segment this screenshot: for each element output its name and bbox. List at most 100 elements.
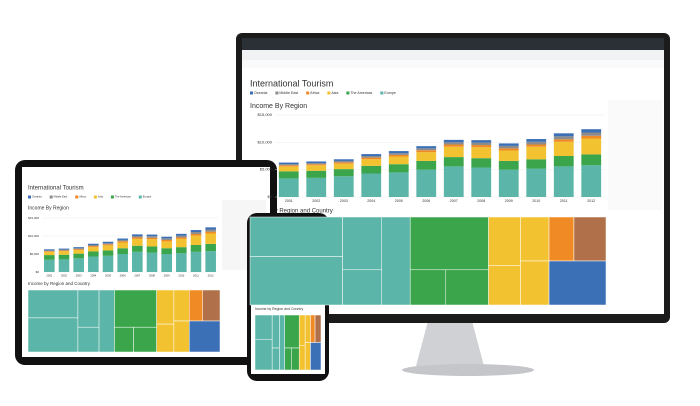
bar-segment: [498, 145, 519, 149]
bar-segment: [333, 163, 354, 170]
y-tick-label: $0: [268, 194, 273, 199]
x-tick-label: 2002: [312, 199, 320, 203]
legend-swatch: [110, 195, 114, 199]
bar-segment: [553, 166, 574, 197]
x-tick-label: 2001: [46, 274, 52, 278]
bar-segment: [388, 164, 409, 173]
x-tick-label: 2001: [285, 199, 293, 203]
legend-swatch: [306, 91, 310, 95]
dashboard-title: International Tourism: [250, 78, 333, 88]
bar-segment: [416, 169, 437, 197]
bar-segment: [306, 170, 327, 178]
bar-segment: [278, 178, 299, 197]
legend-label: The Americas: [350, 91, 372, 95]
legend-swatch: [28, 195, 31, 199]
bar-segment: [58, 254, 70, 260]
bar-segment: [161, 248, 172, 254]
x-tick-label: 2010: [178, 274, 184, 278]
bar-segment: [471, 158, 492, 168]
legend-label: Europe: [143, 195, 152, 199]
treemap-tile: [114, 326, 134, 353]
toolbar: [242, 50, 664, 60]
bar-segment: [73, 249, 84, 251]
treemap-tile: [114, 289, 157, 328]
bar-segment: [88, 247, 99, 252]
bar-segment: [306, 177, 327, 197]
bar-segment: [416, 160, 437, 170]
bar-segment: [498, 169, 519, 197]
bar-segment: [205, 251, 216, 272]
bar-segment: [388, 151, 409, 154]
bar-segment: [205, 243, 216, 252]
bar-segment: [553, 141, 574, 156]
bar-segment: [73, 247, 84, 249]
bar-segment: [205, 229, 216, 232]
bar-segment: [526, 146, 547, 160]
bar-segment: [176, 238, 187, 248]
treemap-tile: [77, 289, 100, 328]
treemap-title: Income by Region and Country: [28, 281, 91, 286]
bar-segment: [44, 251, 55, 252]
legend-label: Asia: [98, 195, 104, 199]
bar-segment: [146, 239, 158, 247]
bar-segment: [132, 238, 143, 246]
bar-segment: [306, 161, 327, 164]
treemap-tile: [381, 216, 411, 306]
bar-segment: [44, 250, 55, 252]
bar-segment: [361, 157, 382, 160]
treemap-title: Income by Region and Country: [255, 307, 303, 311]
bar-segment: [553, 156, 574, 167]
treemap-tile: [133, 326, 157, 353]
treemap-tile: [548, 260, 607, 306]
bar-segment: [161, 241, 172, 249]
bar-segment: [161, 238, 172, 240]
treemap-tile: [409, 216, 489, 271]
bar-segment: [73, 253, 84, 259]
bar-segment: [205, 227, 216, 230]
treemap-tile: [27, 289, 79, 319]
treemap-tile: [409, 269, 447, 306]
treemap-tile: [310, 342, 322, 371]
browser-bar: [242, 38, 664, 50]
bar-segment: [278, 164, 299, 166]
bar-segment: [146, 234, 158, 237]
bar-segment: [146, 246, 158, 253]
legend-label: Oceania: [32, 195, 42, 199]
bar-segment: [443, 157, 464, 167]
bar-segment: [88, 251, 99, 257]
y-tick-label: $0: [36, 270, 40, 274]
treemap-tile: [520, 216, 550, 262]
legend-label: Middle East: [54, 195, 68, 199]
bar-segment: [146, 252, 158, 272]
bar-segment: [190, 230, 202, 233]
x-tick-label: 2004: [367, 199, 375, 203]
bar-segment: [361, 154, 382, 156]
bar-segment: [581, 154, 602, 166]
x-tick-label: 2005: [395, 199, 403, 203]
treemap-tile: [156, 289, 175, 325]
bar-segment: [278, 162, 299, 165]
bar-segment: [176, 237, 187, 239]
treemap-tile: [548, 216, 575, 262]
bar-segment: [526, 159, 547, 169]
bar-segment: [146, 237, 158, 240]
bar-segment: [88, 243, 99, 245]
treemap-tile: [304, 342, 311, 371]
filter-panel: [608, 100, 662, 210]
bar-segment: [553, 139, 574, 142]
bar-segment: [58, 249, 70, 251]
treemap-tile: [284, 314, 300, 349]
treemap-tile: [520, 260, 550, 306]
y-tick-label: $10,000: [28, 234, 39, 238]
bar-segment: [161, 239, 172, 242]
bar-segment: [581, 135, 602, 139]
bar-segment: [498, 160, 519, 170]
bar-segment: [190, 251, 202, 272]
bar-segment: [58, 248, 70, 250]
bar-segment: [161, 254, 172, 272]
bar-segment: [471, 167, 492, 197]
legend-label: Asia: [331, 91, 338, 95]
bar-segment: [471, 145, 492, 148]
